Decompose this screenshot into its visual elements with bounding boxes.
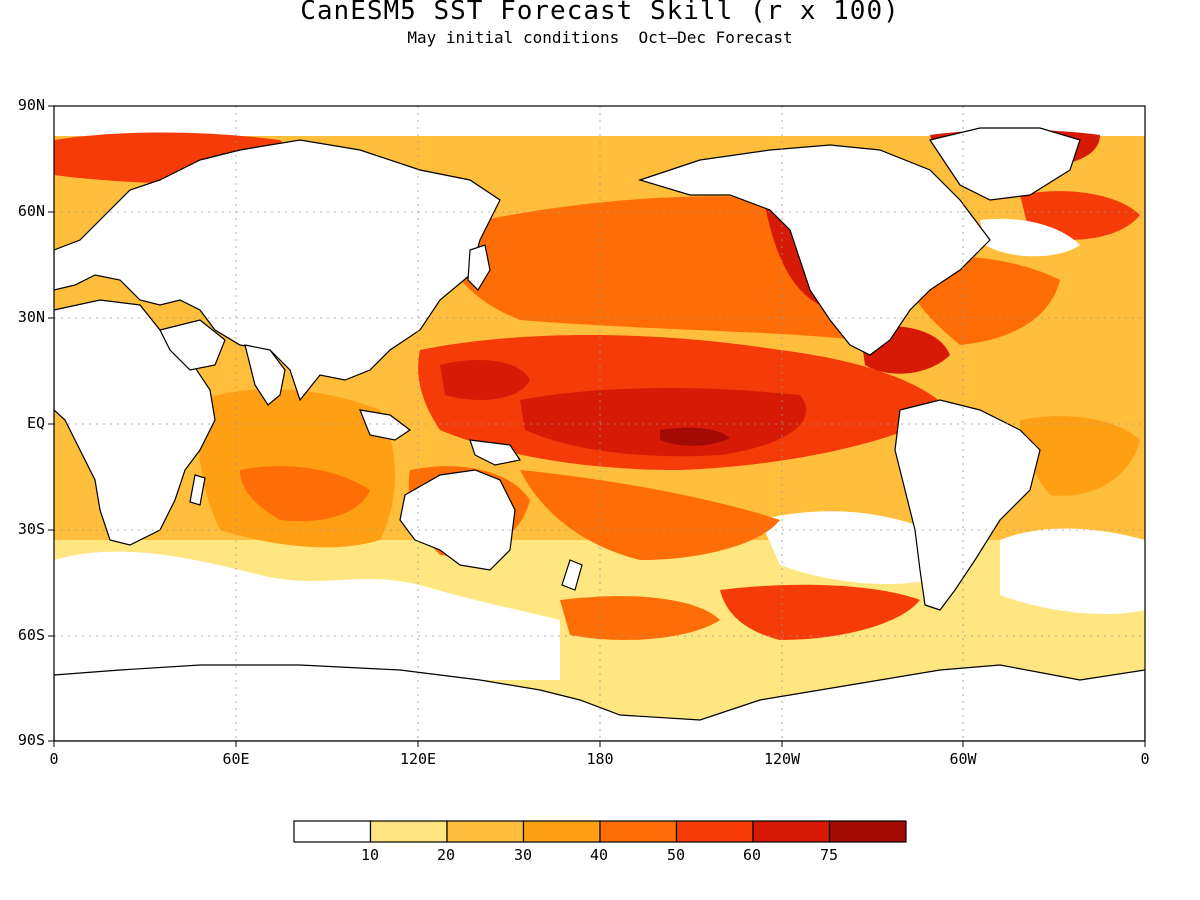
colorbar-label-10: 10 (360, 846, 380, 864)
x-tick-label-60w: 60W (949, 750, 977, 768)
north-atlantic-white (980, 218, 1080, 257)
map-subtitle: May initial conditions Oct—Dec Forecast (407, 28, 793, 47)
colorbar-swatch-6 (752, 820, 831, 843)
x-tick-label-120e: 120E (399, 750, 437, 768)
south-atlantic-orange (1020, 416, 1140, 496)
australia-land (399, 469, 516, 571)
x-tick-label-0: 0 (49, 750, 59, 768)
colorbar-swatch-1 (369, 820, 448, 843)
colorbar-swatch-7 (828, 820, 907, 843)
y-tick-label-60n: 60N (17, 202, 45, 220)
north-america-land (638, 144, 991, 356)
colorbar-label-75: 75 (819, 846, 839, 864)
southern-ocean-orange-band (560, 596, 720, 640)
map-title: CanESM5 SST Forecast Skill (r x 100) (300, 0, 900, 26)
madagascar-land (189, 474, 206, 506)
eurasia-land (54, 139, 501, 402)
colorbar-swatch-2 (446, 820, 525, 843)
colorbar-swatch-3 (522, 820, 601, 843)
arabia-land (159, 319, 226, 371)
grid-lines (54, 106, 1145, 741)
x-tick-label-60e: 60E (222, 750, 250, 768)
colorbar-label-20: 20 (436, 846, 456, 864)
new-zealand-land (561, 559, 583, 591)
west-pacific-red (440, 360, 530, 400)
southpacific-white (760, 511, 930, 585)
new-guinea-land (469, 439, 521, 466)
colorbar-label-30: 30 (513, 846, 533, 864)
india-land (244, 344, 286, 406)
tick-marks (48, 105, 1146, 747)
enso-core (660, 427, 730, 446)
southatlantic-white (1000, 528, 1145, 615)
tropical-pacific-darkred (520, 388, 807, 457)
antarctica-land (54, 664, 1145, 741)
y-tick-label-30s: 30S (17, 520, 45, 538)
y-tick-label-eq: EQ (26, 414, 45, 432)
y-tick-label-90n: 90N (17, 96, 45, 114)
southern-white-patches (54, 551, 560, 680)
greenland-land (929, 127, 1081, 201)
colorbar-swatch-5 (675, 820, 754, 843)
skill-field (54, 106, 1145, 741)
colorbar-label-40: 40 (589, 846, 609, 864)
north-pacific-orange (440, 196, 868, 340)
y-tick-label-60s: 60S (17, 626, 45, 644)
southern-ocean-red-band (720, 584, 920, 640)
x-tick-label-0-right: 0 (1140, 750, 1150, 768)
colorbar-label-50: 50 (666, 846, 686, 864)
colorbar (293, 820, 907, 843)
colorbar-swatch-4 (599, 820, 678, 843)
x-tick-label-180: 180 (586, 750, 614, 768)
south-pacific-orange (520, 470, 780, 560)
indian-ocean-red (240, 466, 370, 522)
japan-land (467, 244, 491, 291)
indonesia-land (359, 409, 412, 441)
y-tick-label-90s: 90S (17, 731, 45, 749)
colorbar-swatch-0 (293, 820, 372, 843)
south-america-land (894, 399, 1041, 611)
x-tick-label-120w: 120W (763, 750, 801, 768)
land-masses (54, 127, 1145, 741)
colorbar-label-60: 60 (742, 846, 762, 864)
y-tick-label-30n: 30N (17, 308, 45, 326)
